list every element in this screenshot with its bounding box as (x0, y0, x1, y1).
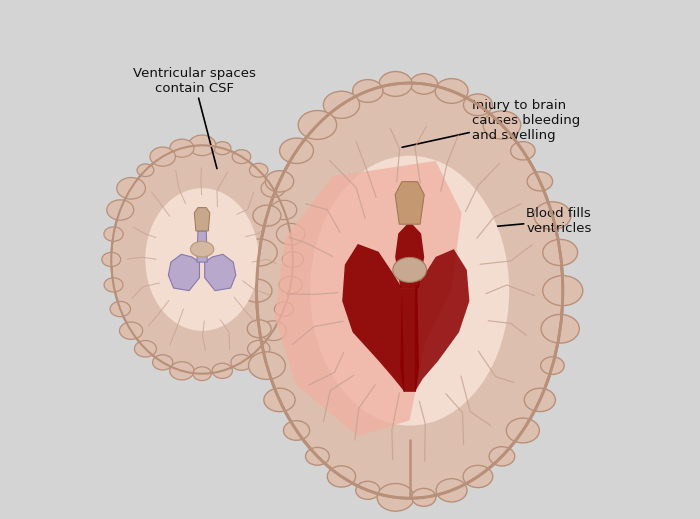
Ellipse shape (248, 352, 286, 379)
Ellipse shape (379, 72, 412, 97)
Ellipse shape (107, 200, 134, 220)
Ellipse shape (232, 149, 251, 163)
Ellipse shape (212, 363, 232, 378)
Ellipse shape (328, 466, 356, 487)
Ellipse shape (248, 340, 270, 357)
Ellipse shape (534, 202, 571, 229)
Ellipse shape (506, 418, 540, 443)
Ellipse shape (117, 177, 146, 199)
Ellipse shape (150, 147, 176, 166)
Ellipse shape (247, 320, 271, 338)
Ellipse shape (393, 257, 426, 282)
Polygon shape (195, 208, 210, 231)
Ellipse shape (102, 252, 120, 267)
Ellipse shape (305, 447, 329, 465)
Polygon shape (274, 161, 461, 436)
Ellipse shape (510, 142, 535, 160)
Ellipse shape (524, 388, 555, 412)
Ellipse shape (310, 156, 509, 426)
Ellipse shape (542, 276, 583, 306)
Ellipse shape (276, 223, 305, 245)
Ellipse shape (146, 188, 259, 331)
Ellipse shape (298, 111, 337, 140)
Ellipse shape (435, 78, 468, 103)
Ellipse shape (463, 466, 493, 487)
Ellipse shape (260, 321, 286, 340)
Ellipse shape (284, 421, 309, 440)
Polygon shape (415, 249, 470, 392)
Ellipse shape (527, 172, 552, 191)
Polygon shape (204, 254, 236, 291)
Ellipse shape (271, 200, 297, 220)
Ellipse shape (110, 302, 130, 317)
Ellipse shape (188, 135, 216, 156)
Polygon shape (197, 231, 207, 262)
Text: Injury to brain
causes bleeding
and swelling: Injury to brain causes bleeding and swel… (402, 99, 580, 147)
Ellipse shape (170, 139, 194, 157)
Ellipse shape (214, 142, 231, 155)
Polygon shape (342, 244, 405, 392)
Ellipse shape (410, 74, 438, 94)
Ellipse shape (137, 164, 154, 176)
Ellipse shape (436, 479, 467, 502)
Ellipse shape (412, 488, 436, 507)
Text: Ventricular spaces
contain CSF: Ventricular spaces contain CSF (133, 67, 256, 169)
Ellipse shape (463, 94, 492, 116)
Ellipse shape (261, 179, 285, 197)
Ellipse shape (279, 276, 302, 294)
Ellipse shape (541, 315, 580, 343)
Ellipse shape (265, 171, 294, 192)
Ellipse shape (540, 357, 564, 374)
Ellipse shape (356, 481, 380, 499)
Ellipse shape (353, 79, 383, 102)
Ellipse shape (231, 354, 252, 371)
Ellipse shape (120, 322, 143, 339)
Ellipse shape (323, 91, 360, 118)
Ellipse shape (190, 241, 214, 257)
Ellipse shape (274, 302, 293, 316)
Ellipse shape (253, 205, 281, 226)
Text: Blood fills
ventricles: Blood fills ventricles (449, 207, 592, 235)
Polygon shape (395, 182, 424, 224)
Polygon shape (400, 288, 419, 392)
Ellipse shape (542, 239, 578, 266)
Ellipse shape (279, 138, 314, 163)
Ellipse shape (134, 340, 157, 357)
Ellipse shape (193, 367, 211, 380)
Ellipse shape (241, 279, 272, 302)
Polygon shape (168, 254, 200, 291)
Ellipse shape (104, 227, 123, 241)
Ellipse shape (249, 163, 268, 177)
Ellipse shape (282, 252, 304, 267)
Ellipse shape (153, 355, 173, 370)
Ellipse shape (104, 278, 123, 292)
Ellipse shape (257, 83, 563, 498)
Ellipse shape (489, 447, 514, 466)
Polygon shape (395, 224, 424, 288)
Ellipse shape (241, 239, 277, 266)
Ellipse shape (377, 484, 414, 511)
Ellipse shape (170, 362, 194, 380)
Ellipse shape (111, 145, 293, 374)
Ellipse shape (264, 388, 295, 412)
Ellipse shape (483, 111, 521, 139)
